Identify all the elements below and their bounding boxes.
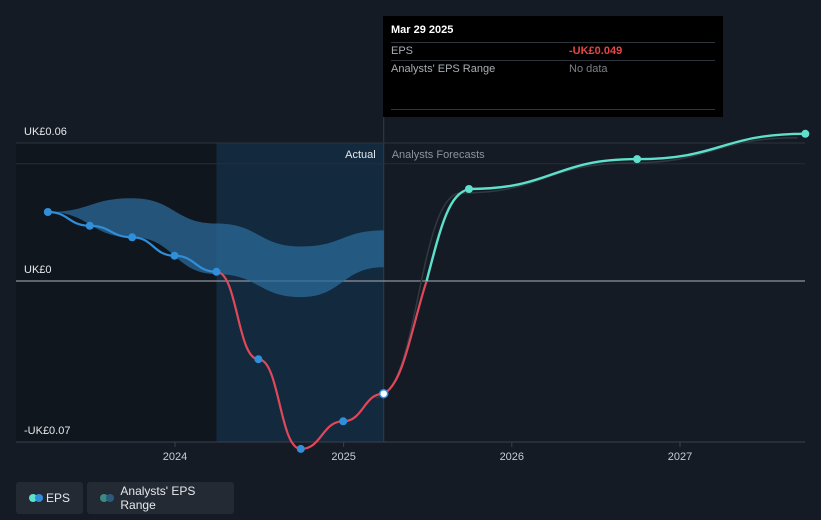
eps-chart: UK£0.06 UK£0 -UK£0.07 2024 2025 2026 2027 Actua… xyxy=(16,117,810,463)
legend-eps-label: EPS xyxy=(45,491,70,505)
range-legend-icon xyxy=(100,494,114,502)
eps-point xyxy=(85,221,94,230)
tooltip-divider xyxy=(391,109,715,110)
tooltip-eps-label: EPS xyxy=(391,45,414,57)
tooltip-eps-value: -UK£0.049 xyxy=(569,45,623,57)
forecast-shadow xyxy=(375,137,798,399)
tooltip-row-range: Analysts' EPS Range No data xyxy=(391,60,715,78)
tooltip-date: Mar 29 2025 xyxy=(391,24,454,36)
x-tick-label: 2026 xyxy=(500,451,524,463)
eps-point xyxy=(43,208,52,216)
eps-legend-icon xyxy=(29,494,43,502)
highlight-point xyxy=(378,388,389,399)
x-tick-label: 2025 xyxy=(331,451,355,463)
forecast-point xyxy=(633,155,642,164)
y-tick-label: UK£0.06 xyxy=(24,126,67,138)
range-band xyxy=(47,198,384,298)
eps-point xyxy=(339,417,348,426)
legend-range-label: Analysts' EPS Range xyxy=(120,484,196,512)
tooltip-row-eps: EPS -UK£0.049 xyxy=(391,42,715,60)
y-tick-label: -UK£0.07 xyxy=(24,425,70,437)
forecast-negative xyxy=(383,280,428,395)
y-tick-label: UK£0 xyxy=(24,264,52,276)
eps-point xyxy=(296,444,305,453)
past-shade xyxy=(16,143,217,442)
eps-point xyxy=(170,251,179,260)
legend-range-button[interactable]: Analysts' EPS Range xyxy=(87,482,234,514)
forecast-point xyxy=(464,185,473,193)
x-tick-label: 2024 xyxy=(163,451,187,463)
eps-line-negative xyxy=(216,270,384,451)
eps-point xyxy=(128,233,137,242)
legend-eps-button[interactable]: EPS xyxy=(16,482,83,514)
eps-point xyxy=(212,267,221,276)
segment-actual-label: Actual xyxy=(345,149,376,161)
forecast-point xyxy=(801,129,810,138)
tooltip-range-value: No data xyxy=(569,63,608,75)
tooltip-range-label: Analysts' EPS Range xyxy=(391,63,496,75)
eps-point xyxy=(254,355,263,364)
x-tick-label: 2027 xyxy=(668,451,692,463)
forecast-positive xyxy=(425,132,806,282)
segment-forecast-label: Analysts Forecasts xyxy=(392,149,485,161)
tooltip: Mar 29 2025 EPS -UK£0.049 Analysts' EPS … xyxy=(383,16,723,117)
